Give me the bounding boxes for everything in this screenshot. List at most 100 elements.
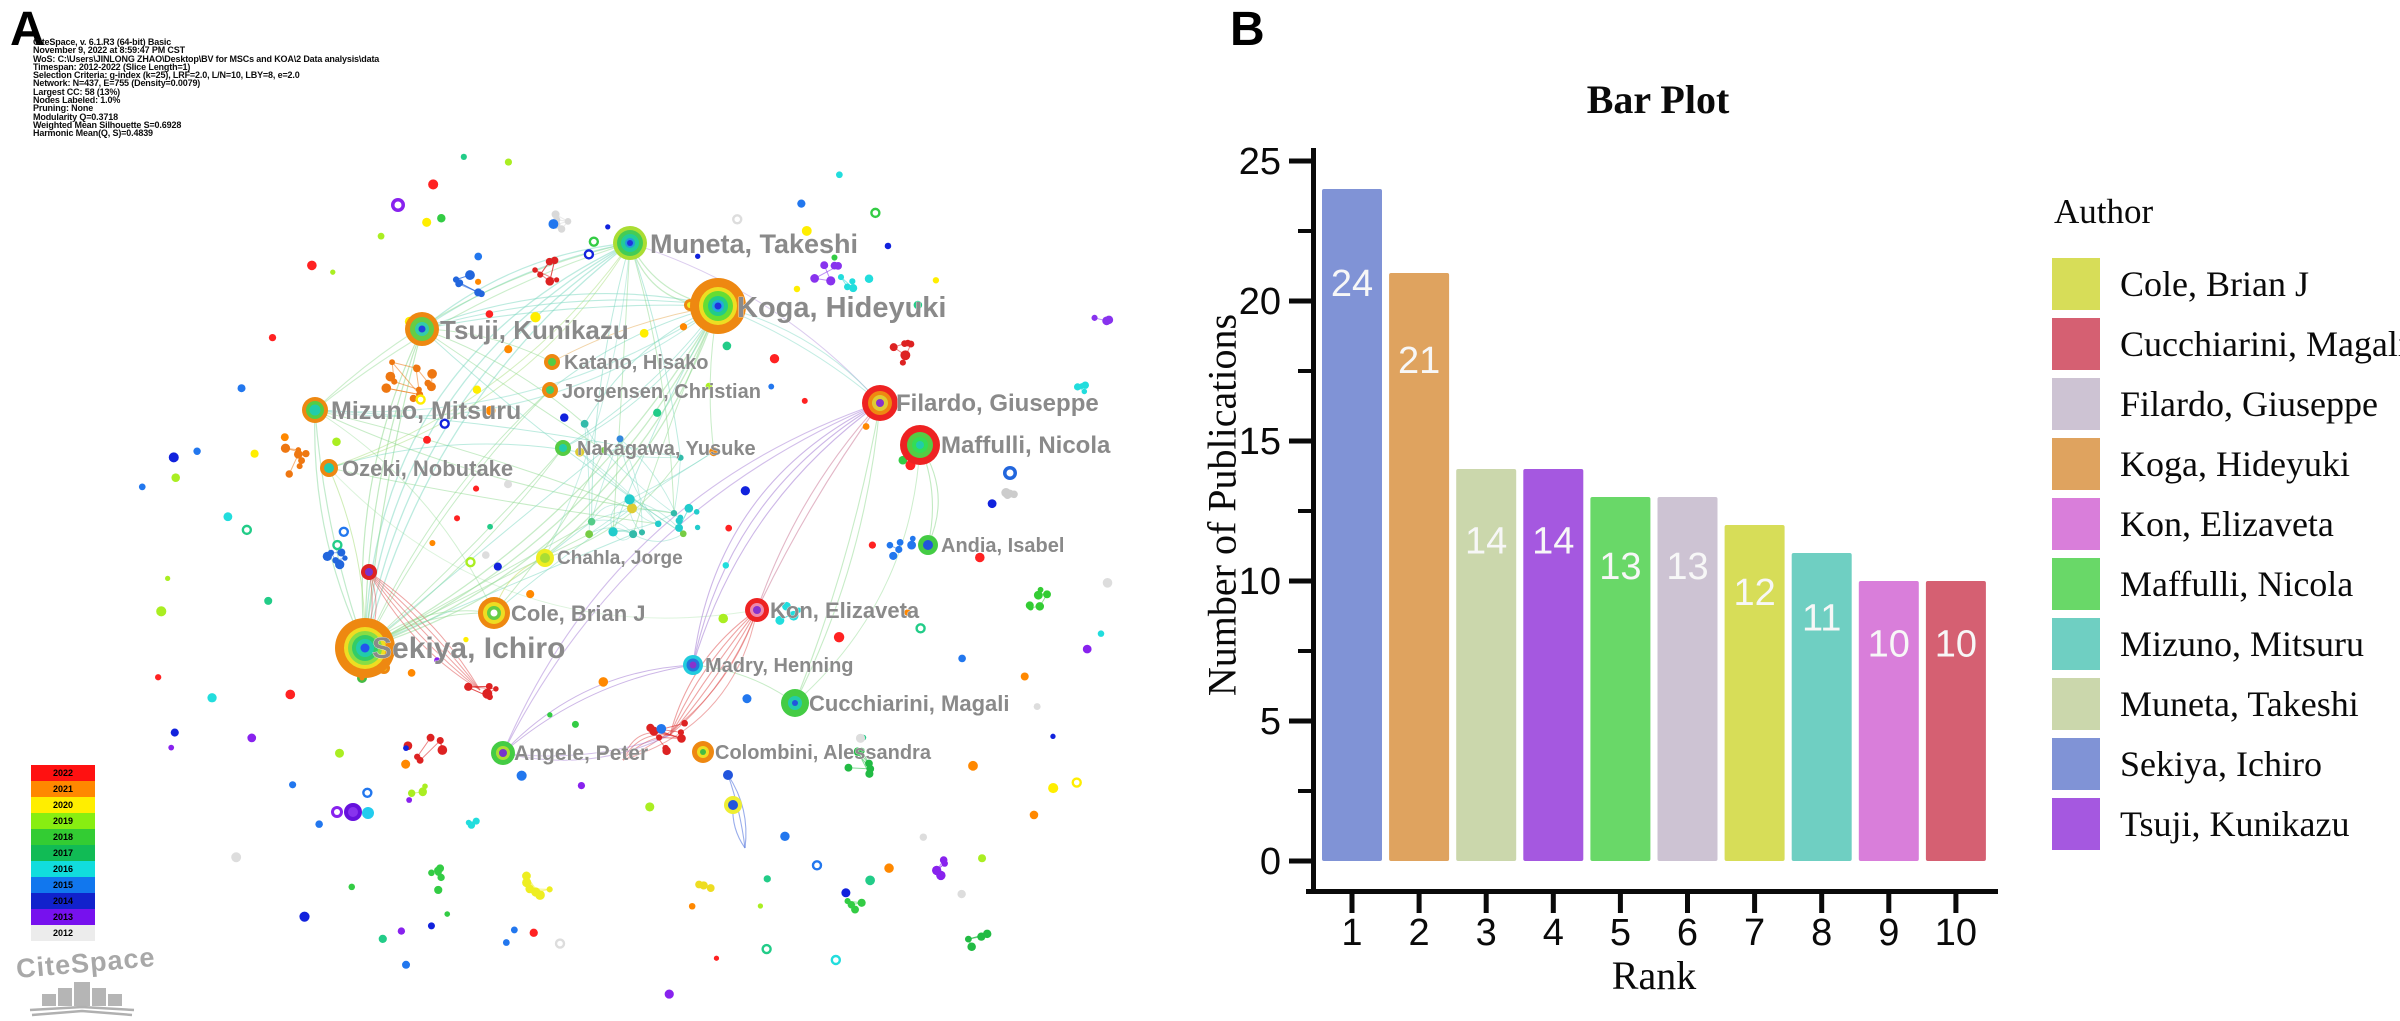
legend-swatch bbox=[2052, 438, 2100, 490]
legend-swatch bbox=[2052, 558, 2100, 610]
author-label-maffulli: Maffulli, Nicola bbox=[941, 432, 1111, 459]
legend-swatch bbox=[2052, 258, 2100, 310]
author-node-nakagawa bbox=[555, 440, 571, 456]
y-major-tick bbox=[1289, 578, 1311, 584]
y-minor-tick bbox=[1298, 229, 1311, 233]
x-tick-label: 4 bbox=[1543, 912, 1564, 954]
y-major-tick bbox=[1289, 858, 1311, 864]
year-legend-row: 2018 bbox=[31, 829, 95, 845]
author-node-tsuji bbox=[405, 312, 439, 346]
legend-label: Cucchiarini, Magali bbox=[2120, 324, 2400, 364]
author-label-andia: Andia, Isabel bbox=[941, 535, 1064, 557]
legend-swatch bbox=[2052, 318, 2100, 370]
x-tick bbox=[1953, 894, 1959, 913]
author-label-madry: Madry, Henning bbox=[705, 655, 854, 677]
bar-rank-9 bbox=[1858, 581, 1919, 861]
year-legend-row: 2015 bbox=[31, 877, 95, 893]
y-tick-label: 25 bbox=[1239, 141, 1281, 183]
bar-value-label: 14 bbox=[1465, 520, 1507, 562]
x-tick bbox=[1416, 894, 1422, 913]
header-line: Largest CC: 58 (13%) bbox=[33, 86, 121, 97]
header-line: Nodes Labeled: 1.0% bbox=[33, 95, 121, 106]
header-line: Timespan: 2012-2022 (Slice Length=1) bbox=[33, 61, 191, 72]
year-legend-row: 2020 bbox=[31, 797, 95, 813]
author-label-filardo: Filardo, Giuseppe bbox=[896, 390, 1099, 417]
bar-rank-2 bbox=[1389, 273, 1450, 861]
legend-swatch bbox=[2052, 498, 2100, 550]
author-label-colombini: Colombini, Alessandra bbox=[715, 742, 932, 764]
author-node-muneta bbox=[613, 226, 647, 260]
bar-plot-title: Bar Plot bbox=[1586, 77, 1730, 122]
author-label-jorgensen: Jorgensen, Christian bbox=[562, 381, 761, 403]
legend-row: Filardo, Giuseppe bbox=[2052, 374, 2400, 434]
legend-label: Maffulli, Nicola bbox=[2120, 564, 2354, 604]
legend-swatch bbox=[2052, 738, 2100, 790]
legend-label: Filardo, Giuseppe bbox=[2120, 384, 2378, 424]
y-minor-tick bbox=[1298, 509, 1311, 513]
y-minor-tick bbox=[1298, 789, 1311, 793]
legend-label: Muneta, Takeshi bbox=[2120, 684, 2359, 724]
year-legend-row: 2017 bbox=[31, 845, 95, 861]
author-label-katano: Katano, Hisako bbox=[564, 352, 708, 374]
legend-label: Mizuno, Mitsuru bbox=[2120, 624, 2365, 664]
author-label-ozeki: Ozeki, Nobutake bbox=[342, 456, 513, 481]
legend-row: Tsuji, Kunikazu bbox=[2052, 794, 2400, 854]
year-legend-row: 2021 bbox=[31, 781, 95, 797]
bar-rank-5 bbox=[1590, 497, 1651, 861]
author-node-colombini bbox=[692, 741, 714, 763]
x-axis-spine bbox=[1306, 889, 1998, 894]
author-node-mizuno bbox=[302, 397, 328, 423]
author-legend: Cole, Brian J Cucchiarini, Magali Filardo,… bbox=[2052, 254, 2400, 854]
year-color-legend: 2022 2021 2020 2019 2018 2017 2016 2015 2014 2013… bbox=[31, 765, 95, 941]
legend-row: Cucchiarini, Magali bbox=[2052, 314, 2400, 374]
bar-rank-3 bbox=[1456, 469, 1517, 861]
x-axis-label: Rank bbox=[1611, 953, 1697, 998]
bar-rank-10 bbox=[1925, 581, 1986, 861]
year-legend-row: 2014 bbox=[31, 893, 95, 909]
x-tick bbox=[1819, 894, 1825, 913]
legend-label: Kon, Elizaveta bbox=[2120, 504, 2334, 544]
y-tick-label: 5 bbox=[1260, 701, 1281, 743]
header-line: WoS: C:\Users\JINLONG ZHAO\Desktop\BV fo… bbox=[33, 53, 380, 64]
x-tick bbox=[1617, 894, 1623, 913]
author-label-cucchiarini: Cucchiarini, Magali bbox=[809, 691, 1010, 716]
year-legend-row: 2022 bbox=[31, 765, 95, 781]
y-major-tick bbox=[1289, 718, 1311, 724]
author-node-katano bbox=[544, 354, 560, 370]
legend-label: Tsuji, Kunikazu bbox=[2120, 804, 2350, 844]
x-tick-label: 6 bbox=[1677, 912, 1698, 954]
x-tick bbox=[1752, 894, 1758, 913]
legend-label: Cole, Brian J bbox=[2120, 264, 2309, 304]
legend-row: Mizuno, Mitsuru bbox=[2052, 614, 2400, 674]
author-label-cole: Cole, Brian J bbox=[511, 601, 645, 626]
x-tick-label: 10 bbox=[1935, 912, 1977, 954]
network-edges bbox=[285, 213, 1110, 947]
y-axis-spine bbox=[1311, 148, 1316, 894]
author-node-kon bbox=[745, 598, 769, 622]
x-tick bbox=[1886, 894, 1892, 913]
legend-swatch bbox=[2052, 678, 2100, 730]
author-node-jorgensen bbox=[542, 382, 558, 398]
y-major-tick bbox=[1289, 298, 1311, 304]
bar-value-label: 13 bbox=[1666, 546, 1708, 588]
x-tick bbox=[1483, 894, 1489, 913]
header-line: Selection Criteria: g-index (k=25), LRF=… bbox=[33, 70, 300, 81]
x-tick-label: 7 bbox=[1744, 912, 1765, 954]
header-line: CiteSpace, v. 6.1.R3 (64-bit) Basic bbox=[33, 37, 172, 47]
bar-value-label: 10 bbox=[1935, 623, 1977, 665]
network-small-nodes bbox=[138, 153, 1114, 999]
x-tick bbox=[1349, 894, 1355, 913]
legend-title: Author bbox=[2054, 192, 2154, 231]
author-node-sekiya bbox=[335, 618, 395, 678]
author-node-madry bbox=[683, 655, 703, 675]
bar-rank-6 bbox=[1657, 497, 1718, 861]
bar-rank-7 bbox=[1724, 525, 1785, 861]
legend-swatch bbox=[2052, 618, 2100, 670]
legend-swatch bbox=[2052, 798, 2100, 850]
author-label-koga: Koga, Hideyuki bbox=[737, 292, 947, 324]
legend-row: Muneta, Takeshi bbox=[2052, 674, 2400, 734]
bar-rank-4 bbox=[1523, 469, 1584, 861]
author-label-muneta: Muneta, Takeshi bbox=[650, 229, 858, 259]
bar-value-label: 21 bbox=[1398, 340, 1440, 382]
x-tick-label: 2 bbox=[1409, 912, 1430, 954]
